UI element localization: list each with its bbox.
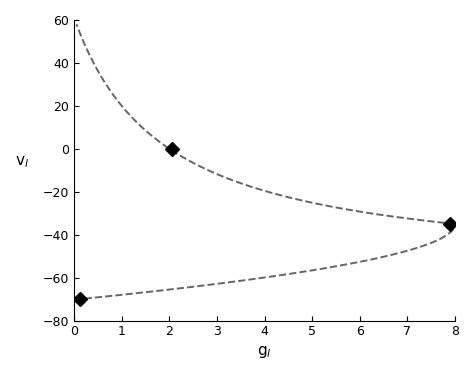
Y-axis label: v$_l$: v$_l$: [15, 154, 29, 170]
X-axis label: g$_l$: g$_l$: [257, 344, 272, 360]
